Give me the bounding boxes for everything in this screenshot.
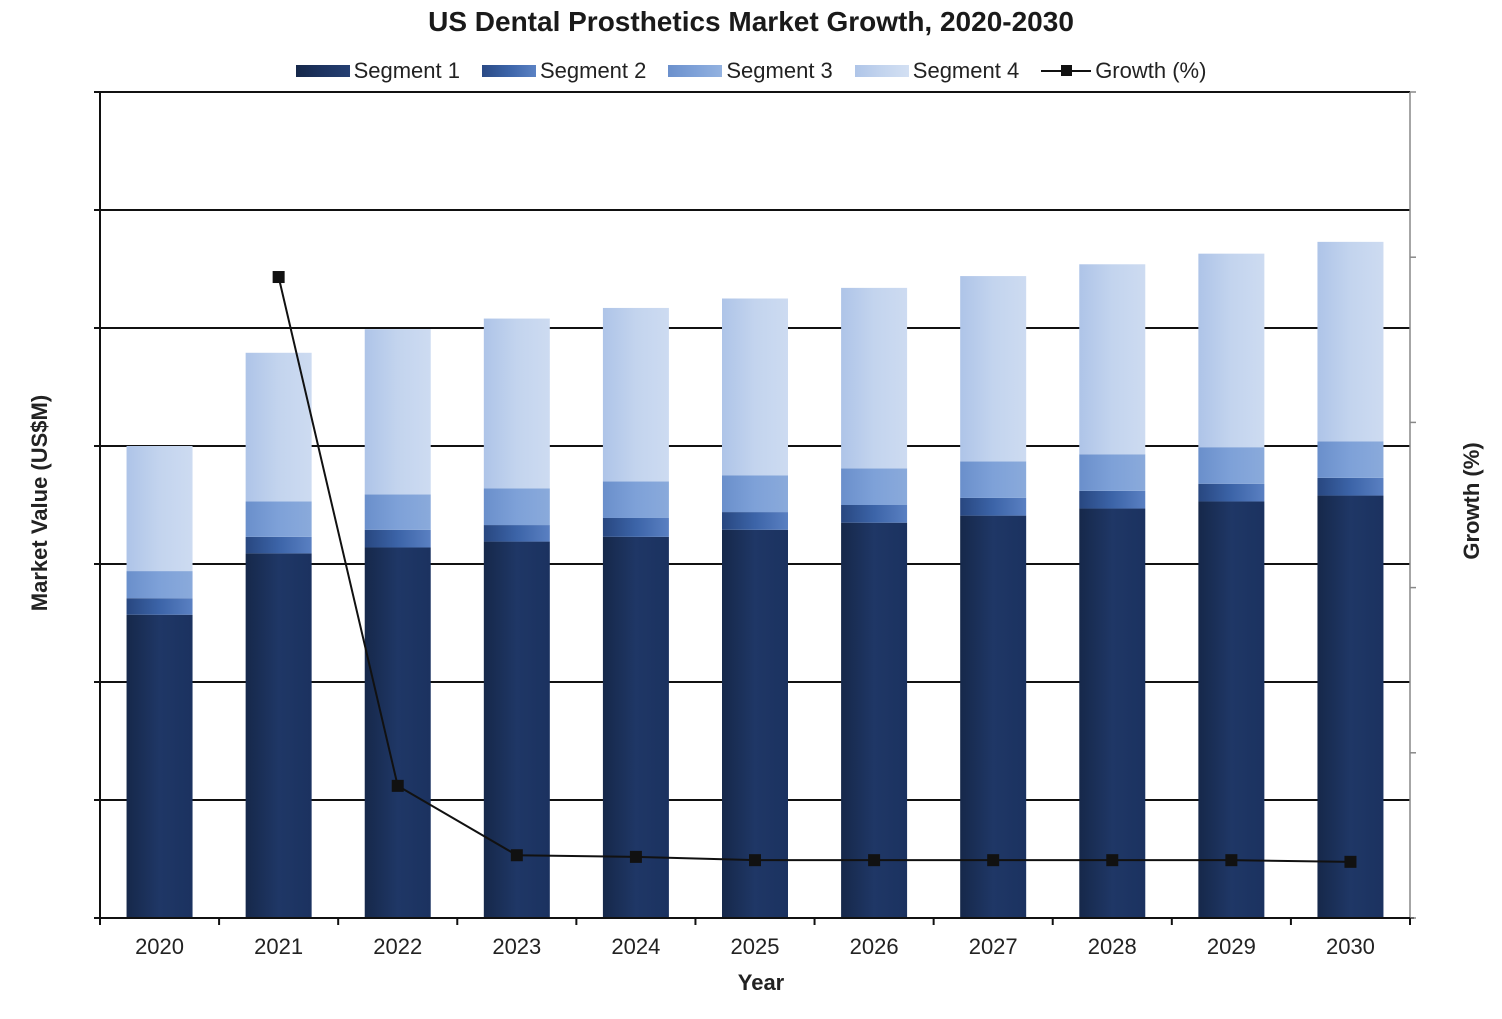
bar-segment-3-2022 <box>365 494 431 529</box>
bar-segment-4-2024 <box>603 308 669 481</box>
x-tick-label: 2027 <box>969 934 1018 959</box>
bar-segment-4-2027 <box>960 276 1026 461</box>
bar-segment-4-2029 <box>1198 254 1264 448</box>
bar-segment-2-2026 <box>841 505 907 523</box>
x-tick-label: 2025 <box>731 934 780 959</box>
x-tick-label: 2020 <box>135 934 184 959</box>
bar-segment-4-2026 <box>841 288 907 469</box>
bar-segment-3-2024 <box>603 481 669 518</box>
bar-segment-1-2021 <box>246 553 312 918</box>
bar-segment-1-2020 <box>127 615 193 918</box>
growth-marker <box>749 854 761 866</box>
growth-marker <box>630 851 642 863</box>
growth-marker <box>273 271 285 283</box>
x-tick-label: 2024 <box>611 934 660 959</box>
bar-segment-3-2023 <box>484 488 550 525</box>
bar-segment-4-2025 <box>722 299 788 476</box>
bar-segment-1-2030 <box>1317 496 1383 918</box>
bar-segment-3-2021 <box>246 501 312 536</box>
bar-segment-4-2022 <box>365 329 431 494</box>
bar-segment-3-2030 <box>1317 441 1383 478</box>
bar-segment-2-2025 <box>722 512 788 530</box>
x-axis-label: Year <box>0 970 1502 996</box>
growth-marker <box>511 849 523 861</box>
bar-segment-3-2026 <box>841 468 907 505</box>
bar-segment-2-2030 <box>1317 478 1383 496</box>
bar-segment-1-2022 <box>365 547 431 918</box>
x-tick-labels: 2020 2021 2022 2023 2024 2025 2026 2027 2028 2029… <box>135 934 1375 959</box>
growth-marker <box>868 854 880 866</box>
y2-axis-label: Growth (%) <box>1459 431 1485 571</box>
bar-segment-4-2030 <box>1317 242 1383 441</box>
bar-segment-4-2028 <box>1079 264 1145 454</box>
bar-segment-2-2024 <box>603 518 669 537</box>
bar-segment-1-2023 <box>484 542 550 918</box>
growth-line <box>273 271 1357 868</box>
bar-segment-2-2027 <box>960 498 1026 516</box>
growth-marker <box>392 780 404 792</box>
bar-segment-3-2025 <box>722 476 788 513</box>
bars <box>127 242 1384 918</box>
bar-segment-2-2021 <box>246 537 312 554</box>
bar-segment-2-2022 <box>365 530 431 548</box>
x-tick-label: 2026 <box>850 934 899 959</box>
x-tick-label: 2029 <box>1207 934 1256 959</box>
x-tick-label: 2022 <box>373 934 422 959</box>
bar-segment-2-2028 <box>1079 491 1145 509</box>
x-tick-label: 2023 <box>492 934 541 959</box>
bar-segment-4-2020 <box>127 446 193 571</box>
growth-marker <box>1106 854 1118 866</box>
bar-segment-3-2029 <box>1198 447 1264 484</box>
bar-segment-4-2023 <box>484 319 550 489</box>
growth-marker <box>987 854 999 866</box>
growth-line-path <box>279 277 1351 862</box>
bar-segment-3-2028 <box>1079 454 1145 491</box>
x-tick-label: 2028 <box>1088 934 1137 959</box>
y-axis-label: Market Value (US$M) <box>27 383 53 623</box>
bar-segment-3-2020 <box>127 571 193 598</box>
x-tick-label: 2021 <box>254 934 303 959</box>
bar-segment-2-2029 <box>1198 484 1264 502</box>
bar-segment-2-2020 <box>127 598 193 615</box>
bar-segment-2-2023 <box>484 525 550 542</box>
bar-segment-3-2027 <box>960 461 1026 498</box>
growth-marker <box>1344 856 1356 868</box>
growth-marker <box>1225 854 1237 866</box>
x-tick-label: 2030 <box>1326 934 1375 959</box>
